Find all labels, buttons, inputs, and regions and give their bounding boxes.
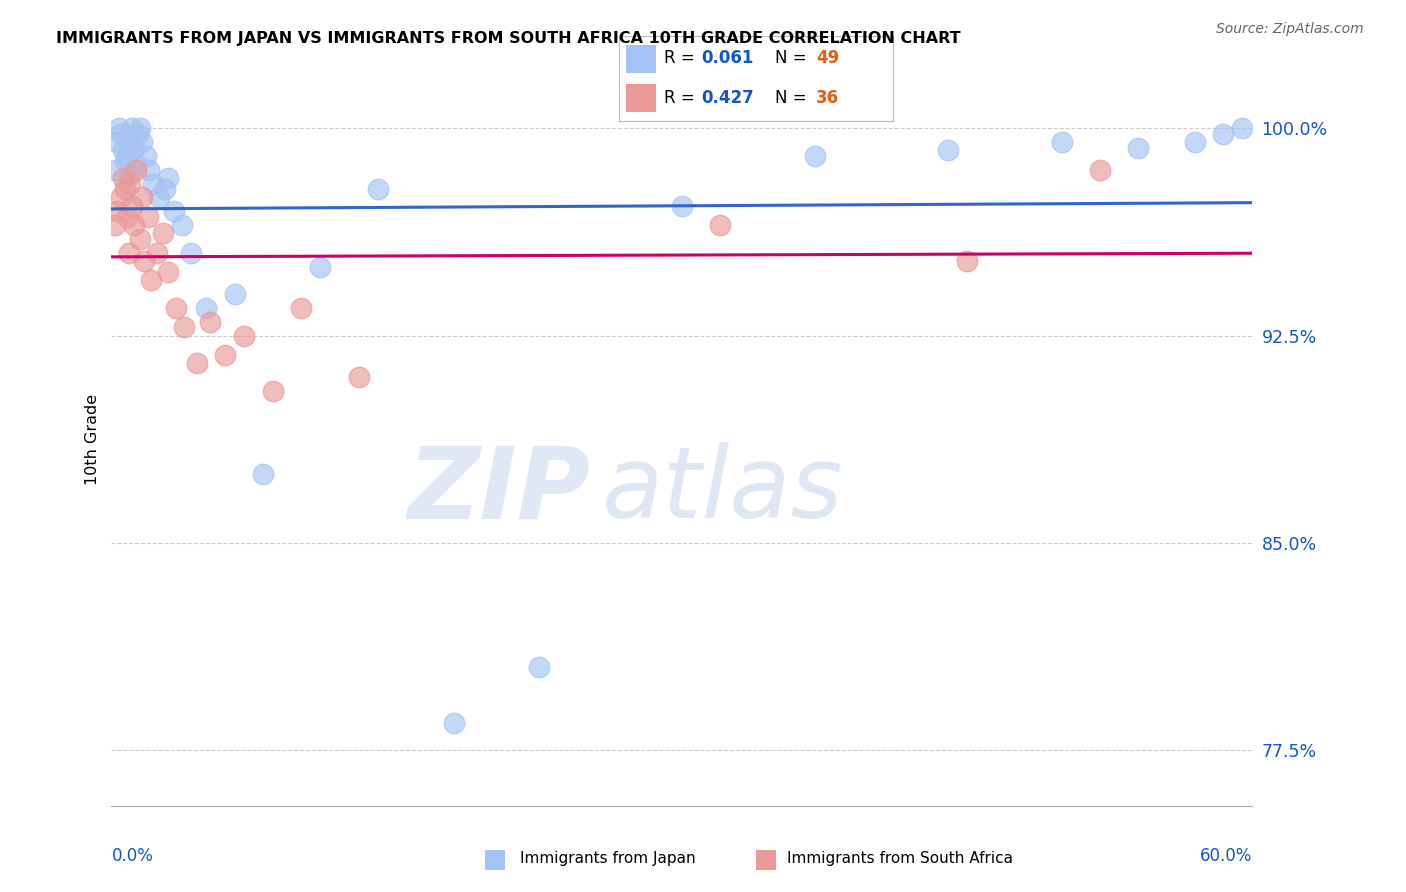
Text: Immigrants from Japan: Immigrants from Japan xyxy=(520,851,696,865)
Point xyxy=(122,218,145,232)
Point xyxy=(104,218,127,232)
Point xyxy=(138,162,160,177)
Point xyxy=(347,370,370,384)
Point xyxy=(443,715,465,730)
Point xyxy=(146,245,169,260)
Point xyxy=(1232,121,1254,136)
Text: Source: ZipAtlas.com: Source: ZipAtlas.com xyxy=(1216,22,1364,37)
Point xyxy=(1088,162,1111,177)
Point xyxy=(709,218,731,232)
Point xyxy=(1212,127,1234,141)
Point xyxy=(200,315,222,329)
Point xyxy=(233,328,256,343)
Text: Immigrants from South Africa: Immigrants from South Africa xyxy=(787,851,1014,865)
Point xyxy=(105,204,128,219)
Point xyxy=(111,171,134,186)
Point xyxy=(142,177,165,191)
Point xyxy=(214,348,236,362)
Point xyxy=(290,301,312,315)
Point xyxy=(125,157,148,171)
Point xyxy=(671,199,693,213)
Point xyxy=(252,467,274,481)
Point xyxy=(157,171,180,186)
Point xyxy=(309,260,332,274)
Point xyxy=(129,121,152,136)
Point xyxy=(111,144,134,158)
Text: ZIP: ZIP xyxy=(408,442,591,539)
Point xyxy=(170,218,193,232)
Point xyxy=(173,320,195,334)
Point xyxy=(1126,141,1149,155)
Point xyxy=(132,254,155,268)
Point xyxy=(136,210,159,224)
Point xyxy=(803,149,825,163)
Y-axis label: 10th Grade: 10th Grade xyxy=(86,393,100,485)
Point xyxy=(120,135,142,149)
Point xyxy=(152,227,174,241)
Point xyxy=(129,232,152,246)
Point xyxy=(120,177,142,191)
Point xyxy=(262,384,284,398)
Point xyxy=(115,210,138,224)
Point xyxy=(125,162,148,177)
Point xyxy=(121,121,143,136)
Point xyxy=(122,141,145,155)
Point xyxy=(165,301,187,315)
Point xyxy=(1050,135,1073,149)
Point xyxy=(110,190,132,204)
Point xyxy=(105,135,128,149)
Point xyxy=(936,144,959,158)
Point xyxy=(367,182,389,196)
Point xyxy=(148,190,170,204)
Point xyxy=(180,245,202,260)
Point xyxy=(163,204,186,219)
Point xyxy=(114,154,136,169)
Point xyxy=(224,287,246,301)
Text: 60.0%: 60.0% xyxy=(1199,847,1251,865)
Point xyxy=(104,162,127,177)
Point xyxy=(115,149,138,163)
Point xyxy=(153,182,176,196)
Point xyxy=(121,199,143,213)
Point xyxy=(135,149,157,163)
Point xyxy=(127,127,149,141)
Point xyxy=(527,660,550,674)
Point xyxy=(956,254,979,268)
Point xyxy=(1184,135,1206,149)
Point xyxy=(117,245,139,260)
Text: 0.0%: 0.0% xyxy=(111,847,153,865)
Point xyxy=(117,168,139,182)
Point xyxy=(131,135,153,149)
Point xyxy=(114,182,136,196)
Point xyxy=(157,265,180,279)
Text: atlas: atlas xyxy=(602,442,844,539)
Point xyxy=(110,127,132,141)
Point xyxy=(131,190,153,204)
Text: IMMIGRANTS FROM JAPAN VS IMMIGRANTS FROM SOUTH AFRICA 10TH GRADE CORRELATION CHA: IMMIGRANTS FROM JAPAN VS IMMIGRANTS FROM… xyxy=(56,31,960,46)
Point xyxy=(141,273,163,287)
Point xyxy=(195,301,218,315)
Point xyxy=(186,356,208,370)
Point xyxy=(108,121,131,136)
